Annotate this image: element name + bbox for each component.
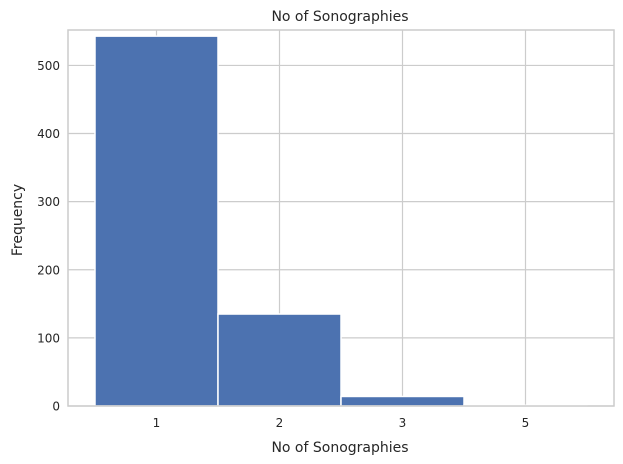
bar-1	[94, 35, 219, 407]
y-tick-label: 200	[37, 263, 60, 277]
bar-2	[217, 313, 342, 407]
y-tick-labels: 0 100 200 300 400 500	[37, 59, 60, 414]
chart-title: No of Sonographies	[271, 9, 408, 25]
bars	[94, 35, 588, 407]
y-tick-label: 300	[37, 195, 60, 209]
x-tick-label: 1	[153, 416, 161, 430]
y-tick-label: 400	[37, 127, 60, 141]
y-axis-label: Frequency	[10, 184, 26, 256]
y-tick-label: 100	[37, 331, 60, 345]
x-tick-label: 2	[276, 416, 284, 430]
x-axis-label: No of Sonographies	[271, 440, 408, 456]
x-tick-labels: 1 2 3 5	[153, 416, 530, 430]
bar-3	[340, 395, 465, 407]
plot-frame	[67, 29, 615, 407]
x-tick-label: 3	[399, 416, 407, 430]
y-tick-label: 500	[37, 59, 60, 73]
x-tick-label: 5	[522, 416, 530, 430]
y-tick-label: 0	[52, 400, 60, 414]
